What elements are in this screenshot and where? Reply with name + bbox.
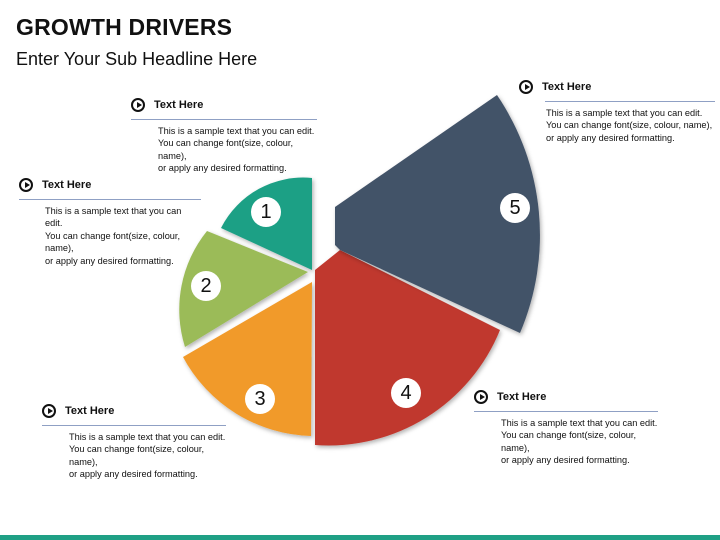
segment-5 xyxy=(335,95,540,333)
divider xyxy=(42,425,226,426)
divider xyxy=(131,119,317,120)
block-title: Text Here xyxy=(65,405,115,417)
block-text: You can change font(size, colour, name), xyxy=(501,430,637,453)
svg-text:4: 4 xyxy=(400,382,411,404)
slide-subtitle: Enter Your Sub Headline Here xyxy=(16,49,258,69)
block-text: or apply any desired formatting. xyxy=(546,132,675,143)
segment-3 xyxy=(183,282,312,436)
block-text: This is a sample text that you can edit. xyxy=(69,432,226,442)
play-circle-icon xyxy=(42,404,56,418)
play-circle-icon xyxy=(131,98,145,112)
segment-5-badge: 5 xyxy=(500,193,530,223)
play-circle-icon xyxy=(474,390,488,404)
footer-accent-bar xyxy=(0,535,720,540)
text-block-1: Text Here This is a sample text that you… xyxy=(131,96,317,175)
svg-text:5: 5 xyxy=(509,197,520,219)
text-block-3: Text Here This is a sample text that you… xyxy=(42,402,226,481)
divider xyxy=(474,411,658,412)
svg-text:2: 2 xyxy=(200,275,211,297)
block-text: You can change font(size, colour, name), xyxy=(158,138,294,161)
play-circle-icon xyxy=(19,178,33,192)
block-text: or apply any desired formatting. xyxy=(69,469,198,480)
block-text: You can change font(size, colour, name), xyxy=(546,120,713,131)
block-text: This is a sample text that you can edit. xyxy=(546,108,703,118)
text-block-2: Text Here This is a sample text that you… xyxy=(19,176,201,267)
play-circle-icon xyxy=(519,80,533,94)
block-text: This is a sample text that you can edit. xyxy=(45,206,182,229)
block-text: You can change font(size, colour, name), xyxy=(69,444,205,467)
block-text: You can change font(size, colour, name), xyxy=(45,230,181,254)
block-text: or apply any desired formatting. xyxy=(158,163,287,174)
segment-2-badge: 2 xyxy=(191,271,221,301)
divider xyxy=(545,101,715,102)
block-text: This is a sample text that you can edit. xyxy=(501,418,658,428)
text-block-4: Text Here This is a sample text that you… xyxy=(474,388,658,467)
slide-title: GROWTH DRIVERS xyxy=(16,14,233,40)
segment-2 xyxy=(179,231,308,347)
segment-1-badge: 1 xyxy=(251,197,281,227)
segment-4-badge: 4 xyxy=(391,378,421,408)
segment-3-badge: 3 xyxy=(245,384,275,414)
block-title: Text Here xyxy=(542,81,592,93)
block-text: or apply any desired formatting. xyxy=(45,255,174,266)
block-title: Text Here xyxy=(154,99,204,111)
block-title: Text Here xyxy=(42,179,92,191)
text-block-5: Text Here This is a sample text that you… xyxy=(519,78,715,144)
divider xyxy=(19,199,201,200)
svg-text:1: 1 xyxy=(260,201,271,223)
block-title: Text Here xyxy=(497,391,547,403)
block-text: or apply any desired formatting. xyxy=(501,455,630,466)
segment-4 xyxy=(315,250,500,446)
block-text: This is a sample text that you can edit. xyxy=(158,126,315,136)
svg-text:3: 3 xyxy=(254,388,265,410)
